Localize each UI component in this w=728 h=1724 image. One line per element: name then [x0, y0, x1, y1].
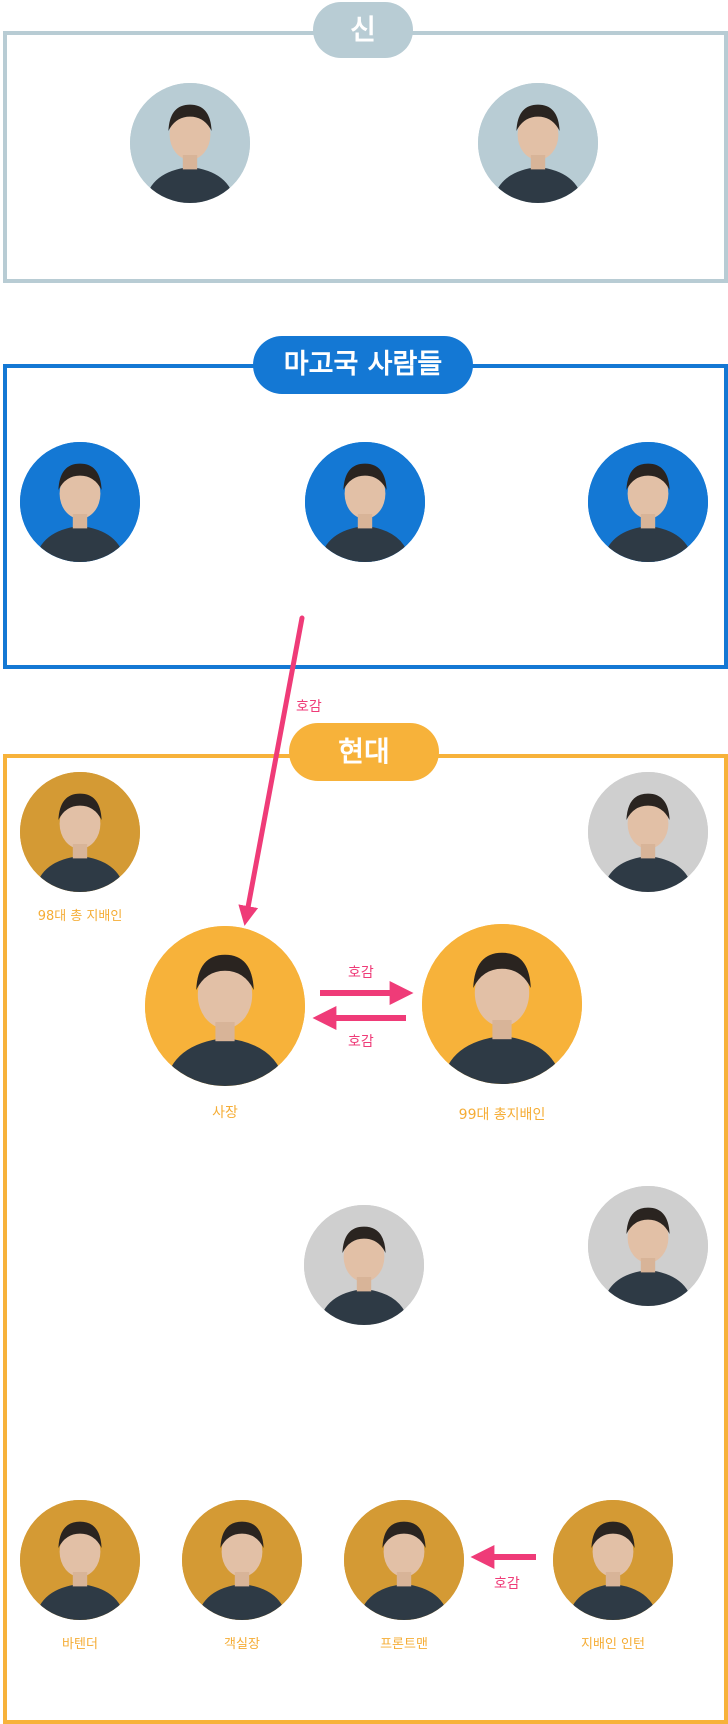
avatar-frontman — [344, 1500, 464, 1620]
avatar-magoguk-1 — [20, 442, 140, 562]
avatar-woman-grey — [588, 772, 708, 892]
avatar-bartender — [20, 1500, 140, 1620]
group-gods-box — [3, 31, 728, 283]
group-gods-label: 신 — [313, 2, 413, 58]
avatar-manager-98 — [20, 772, 140, 892]
group-magoguk-label: 마고국 사람들 — [253, 336, 473, 394]
relation-label-intern-frontman: 호감 — [494, 1576, 520, 1592]
relation-label-magoguk-ceo: 호감 — [296, 699, 322, 715]
caption-manager-99: 99대 총지배인 — [458, 1107, 546, 1123]
group-modern-label: 현대 — [289, 723, 439, 781]
caption-bartender: 바텐더 — [62, 1637, 98, 1652]
relation-label-ceo-manager: 호감 — [348, 965, 374, 981]
avatar-man-grey-center — [304, 1205, 424, 1325]
caption-frontman: 프론트맨 — [380, 1637, 428, 1652]
avatar-room-manager — [182, 1500, 302, 1620]
avatar-intern — [553, 1500, 673, 1620]
avatar-god-female — [130, 83, 250, 203]
avatar-magoguk-2 — [305, 442, 425, 562]
caption-intern: 지배인 인턴 — [581, 1637, 645, 1652]
avatar-god-male — [478, 83, 598, 203]
caption-ceo: 사장 — [212, 1105, 238, 1121]
avatar-manager-99 — [422, 924, 582, 1084]
avatar-magoguk-3 — [588, 442, 708, 562]
caption-manager-98: 98대 총 지배인 — [37, 909, 123, 924]
avatar-man-grey-right — [588, 1186, 708, 1306]
caption-room-manager: 객실장 — [224, 1637, 260, 1652]
relation-label-manager-ceo: 호감 — [348, 1034, 374, 1050]
avatar-ceo — [145, 926, 305, 1086]
